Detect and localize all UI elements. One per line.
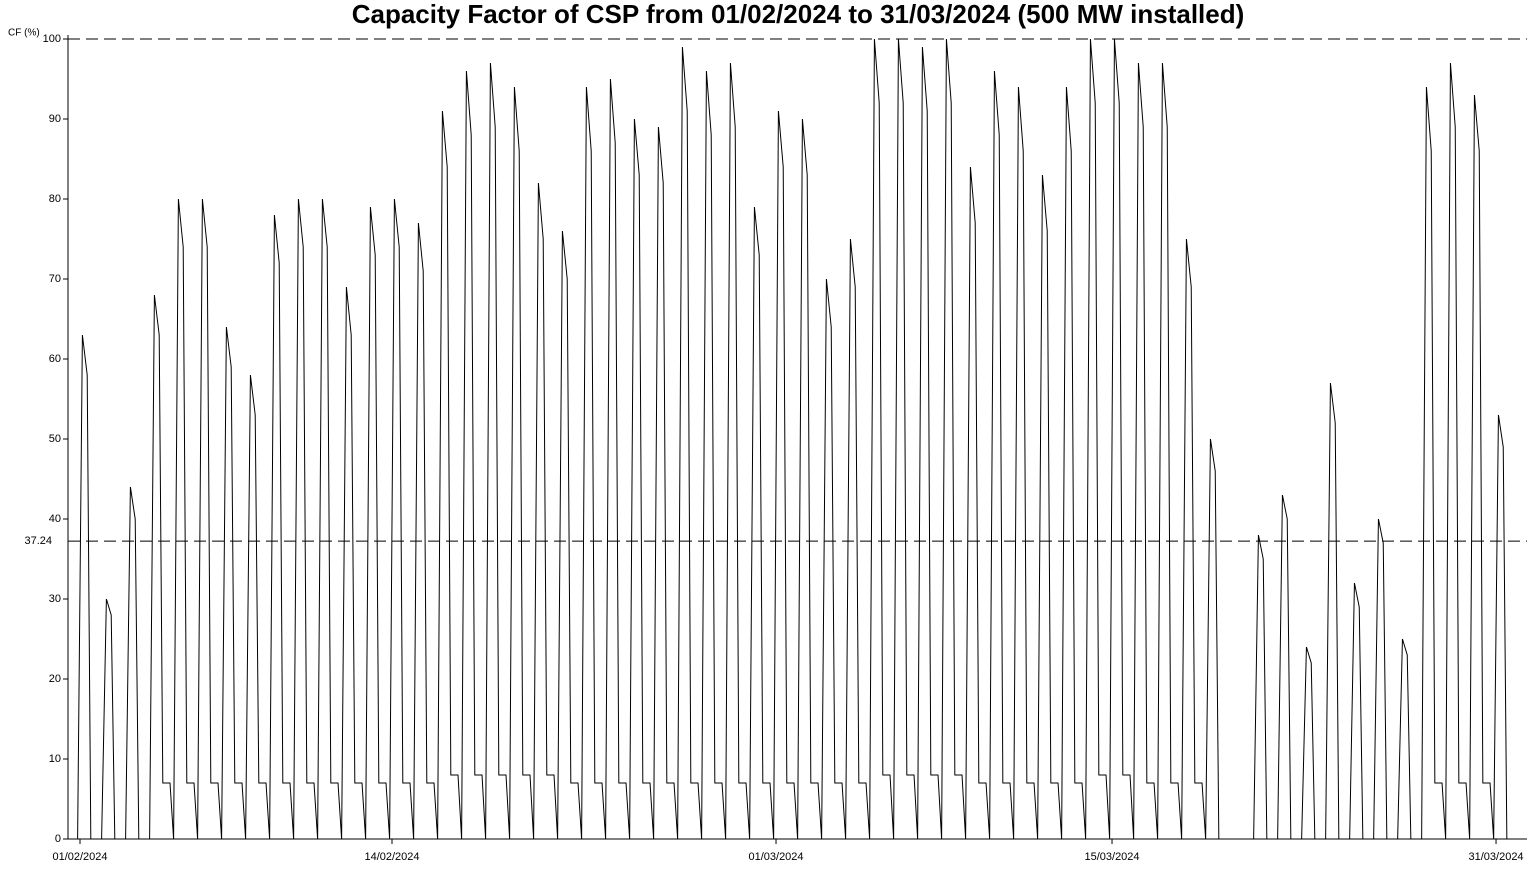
y-tick-label: 50 bbox=[49, 433, 61, 445]
y-tick-label: 70 bbox=[49, 273, 61, 285]
y-tick-label: 40 bbox=[49, 513, 61, 525]
x-tick-label: 31/03/2024 bbox=[1469, 851, 1524, 863]
y-tick-label: 60 bbox=[49, 353, 61, 365]
data-line bbox=[77, 38, 1515, 840]
reference-label: 37.24 bbox=[24, 535, 52, 547]
y-tick-label: 100 bbox=[43, 33, 61, 45]
x-tick-label: 01/02/2024 bbox=[52, 851, 107, 863]
chart-title: Capacity Factor of CSP from 01/02/2024 t… bbox=[352, 0, 1245, 29]
y-tick-label: 30 bbox=[49, 593, 61, 605]
y-tick-label: 80 bbox=[49, 193, 61, 205]
y-tick-label: 90 bbox=[49, 113, 61, 125]
y-tick-label: 0 bbox=[55, 833, 61, 845]
y-tick-label: 20 bbox=[49, 673, 61, 685]
x-tick-label: 01/03/2024 bbox=[748, 851, 803, 863]
y-axis-label: CF (%) bbox=[8, 28, 40, 39]
x-tick-label: 15/03/2024 bbox=[1084, 851, 1139, 863]
y-tick-label: 10 bbox=[49, 753, 61, 765]
x-tick-label: 14/02/2024 bbox=[364, 851, 419, 863]
